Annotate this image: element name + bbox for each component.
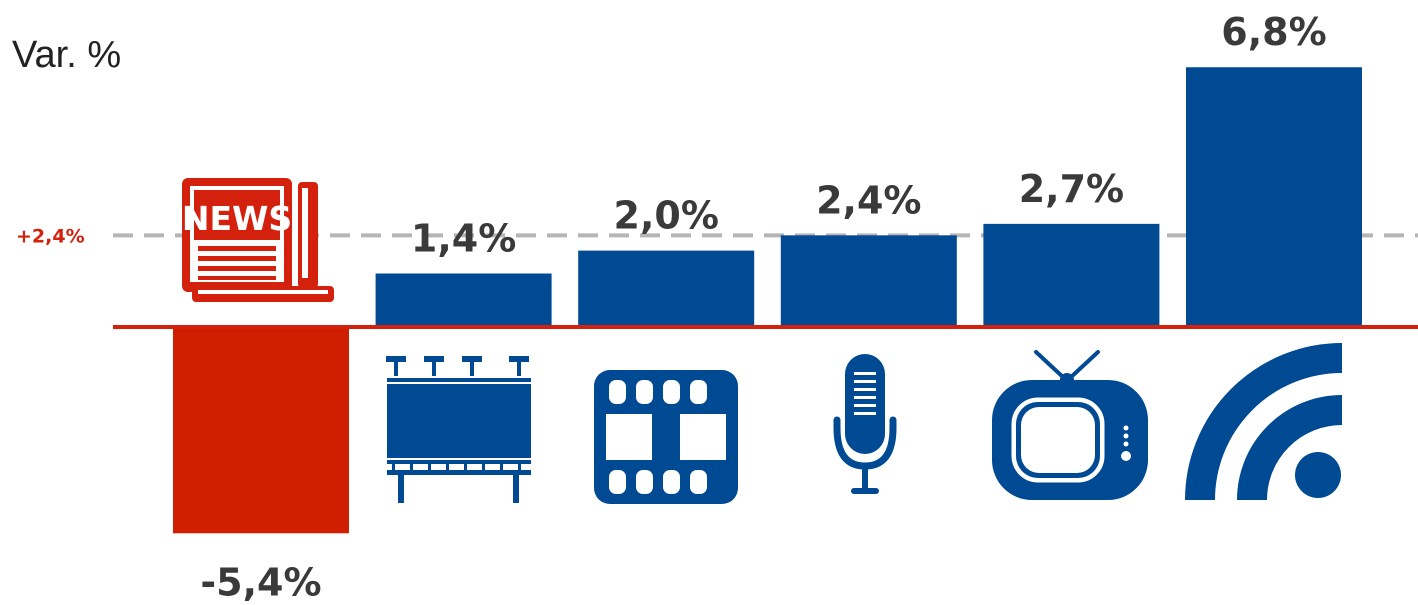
bar-newspaper: [173, 327, 349, 534]
average-reference-label: +2,4%: [16, 225, 85, 247]
value-label-billboard: 1,4%: [411, 217, 516, 261]
microphone-icon: [833, 354, 897, 494]
bar-internet: [1186, 67, 1362, 328]
film-strip-icon: [594, 370, 738, 504]
value-label-internet: 6,8%: [1221, 10, 1326, 54]
svg-text:NEWS: NEWS: [182, 199, 292, 238]
bar-tv: [983, 223, 1160, 327]
value-label-newspaper: -5,4%: [200, 560, 321, 604]
y-axis-label: Var. %: [12, 34, 121, 76]
value-label-radio: 2,4%: [816, 178, 921, 222]
bar-billboard: [375, 273, 552, 327]
newspaper-icon: NEWS: [182, 178, 334, 302]
bar-cinema: [578, 250, 755, 327]
value-label-tv: 2,7%: [1019, 167, 1124, 211]
wifi-signal-icon: [1185, 343, 1343, 501]
television-icon: [992, 350, 1148, 500]
value-label-cinema: 2,0%: [614, 194, 719, 238]
billboard-icon: [386, 356, 531, 503]
bar-radio: [780, 235, 957, 327]
